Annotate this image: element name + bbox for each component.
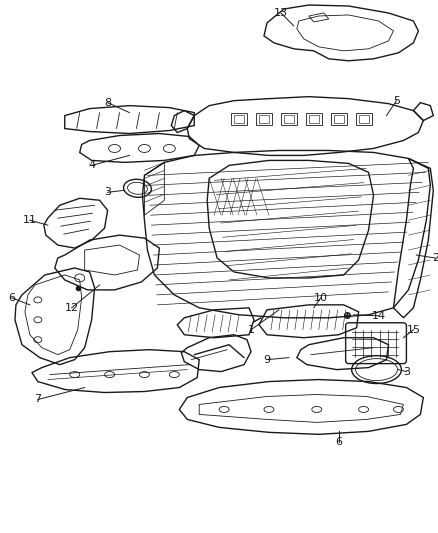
Text: 11: 11 xyxy=(23,215,37,225)
Text: 8: 8 xyxy=(104,98,111,108)
Text: 3: 3 xyxy=(104,187,111,197)
Text: 6: 6 xyxy=(335,437,342,447)
Text: 10: 10 xyxy=(314,293,328,303)
Text: 5: 5 xyxy=(393,95,400,106)
Text: 15: 15 xyxy=(406,325,420,335)
Text: 4: 4 xyxy=(88,160,95,171)
Text: 14: 14 xyxy=(371,311,385,321)
Text: 3: 3 xyxy=(403,367,410,377)
Text: 6: 6 xyxy=(8,293,15,303)
Text: 7: 7 xyxy=(34,394,42,405)
Text: 12: 12 xyxy=(65,303,79,313)
Text: 9: 9 xyxy=(263,354,271,365)
Text: 2: 2 xyxy=(432,253,438,263)
Text: 13: 13 xyxy=(274,8,288,18)
Text: 1: 1 xyxy=(247,325,254,335)
